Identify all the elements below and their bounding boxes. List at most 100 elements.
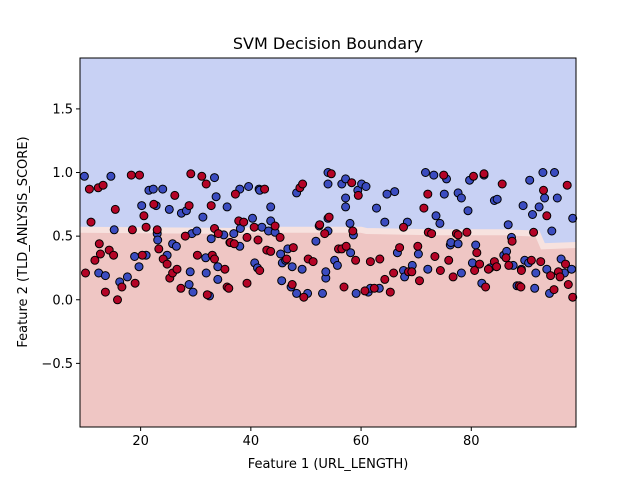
data-point-class-1	[479, 169, 489, 179]
y-axis-label: Feature 2 (TLD_ANLYSIS_SCORE)	[16, 136, 31, 347]
data-point-class-0	[210, 173, 219, 183]
data-point-class-0	[287, 262, 297, 272]
data-point-class-1	[270, 221, 280, 231]
data-point-class-0	[530, 283, 540, 293]
data-point-class-0	[188, 287, 198, 297]
data-point-class-1	[568, 292, 578, 302]
data-point-class-1	[84, 184, 94, 194]
data-point-class-1	[206, 201, 216, 211]
data-point-class-1	[154, 244, 164, 254]
data-point-class-1	[536, 257, 546, 267]
data-point-class-1	[110, 204, 120, 214]
data-point-class-0	[525, 175, 535, 185]
data-point-class-0	[361, 182, 371, 191]
data-point-class-1	[501, 253, 511, 263]
data-point-class-0	[456, 193, 466, 203]
data-point-class-0	[421, 168, 430, 177]
data-point-class-1	[152, 225, 162, 235]
data-point-class-0	[323, 179, 333, 189]
data-point-class-1	[472, 248, 482, 258]
data-point-class-1	[242, 232, 252, 242]
x-axis-ticks: 20 40 60 80	[132, 427, 480, 449]
data-point-class-1	[98, 180, 108, 190]
data-point-class-1	[542, 211, 552, 221]
data-point-class-1	[184, 201, 194, 211]
y-tick-label: −0.5	[41, 357, 73, 372]
data-point-class-1	[529, 227, 539, 237]
data-point-class-1	[526, 255, 536, 265]
plot-frame	[79, 57, 577, 428]
data-point-class-1	[162, 259, 172, 269]
data-point-class-0	[185, 267, 195, 277]
data-point-class-0	[453, 239, 463, 249]
data-point-class-1	[475, 259, 485, 269]
data-point-class-1	[469, 171, 478, 181]
y-tick-label: 0.5	[52, 230, 73, 245]
data-point-class-0	[456, 268, 466, 278]
data-point-class-1	[242, 278, 252, 288]
data-point-class-0	[346, 248, 356, 258]
data-point-class-1	[423, 189, 433, 199]
data-point-class-0	[550, 168, 559, 177]
data-point-class-1	[90, 255, 100, 265]
data-point-class-1	[539, 185, 548, 195]
data-point-class-0	[79, 171, 89, 181]
data-point-class-1	[555, 272, 565, 282]
data-point-class-1	[453, 230, 463, 240]
data-point-class-0	[531, 268, 541, 278]
data-point-class-0	[122, 272, 132, 282]
data-point-class-1	[81, 268, 90, 278]
data-point-class-1	[282, 254, 292, 264]
data-points	[79, 168, 578, 305]
data-point-class-1	[462, 227, 472, 237]
data-point-class-1	[202, 290, 212, 300]
data-point-class-0	[345, 218, 355, 228]
data-point-class-1	[561, 259, 570, 269]
y-axis-ticks: −0.5 0.0 0.5 1.0 1.5	[41, 102, 80, 372]
data-point-class-1	[504, 260, 514, 270]
data-point-class-0	[471, 240, 481, 250]
data-point-class-0	[244, 182, 254, 191]
x-tick-label: 80	[463, 434, 480, 449]
data-point-class-1	[149, 199, 159, 209]
data-point-class-0	[184, 280, 194, 289]
data-point-class-1	[186, 169, 196, 179]
data-point-class-0	[552, 193, 562, 203]
data-point-class-1	[430, 252, 440, 261]
data-point-class-1	[135, 170, 144, 180]
x-tick-label: 20	[132, 434, 149, 449]
data-point-class-1	[230, 189, 240, 199]
data-point-class-0	[211, 192, 221, 202]
data-point-class-1	[470, 266, 480, 275]
data-point-class-0	[213, 274, 223, 284]
data-point-class-1	[201, 179, 211, 189]
data-point-class-0	[446, 238, 456, 247]
data-point-class-1	[213, 229, 223, 239]
data-point-class-0	[148, 184, 158, 194]
data-point-class-1	[109, 250, 119, 260]
data-point-class-0	[206, 234, 216, 244]
data-point-class-0	[158, 184, 168, 194]
data-point-class-1	[266, 246, 276, 256]
data-point-class-1	[395, 243, 405, 253]
data-point-class-1	[365, 257, 375, 267]
data-point-class-1	[407, 267, 417, 277]
data-point-class-0	[568, 213, 578, 223]
data-point-class-0	[248, 213, 257, 223]
data-point-class-1	[375, 254, 385, 264]
data-point-class-1	[224, 283, 234, 293]
data-point-class-1	[320, 229, 330, 239]
data-point-class-1	[139, 211, 149, 221]
data-point-class-1	[275, 232, 285, 242]
data-point-class-1	[141, 222, 151, 232]
data-point-class-0	[390, 187, 400, 197]
data-point-class-0	[518, 201, 528, 211]
region-lower	[80, 229, 576, 427]
data-point-class-0	[534, 202, 544, 212]
plot-area	[79, 57, 578, 428]
data-point-class-1	[360, 286, 370, 296]
data-point-class-0	[372, 203, 381, 213]
data-point-class-1	[444, 255, 454, 265]
data-point-class-1	[369, 283, 379, 293]
